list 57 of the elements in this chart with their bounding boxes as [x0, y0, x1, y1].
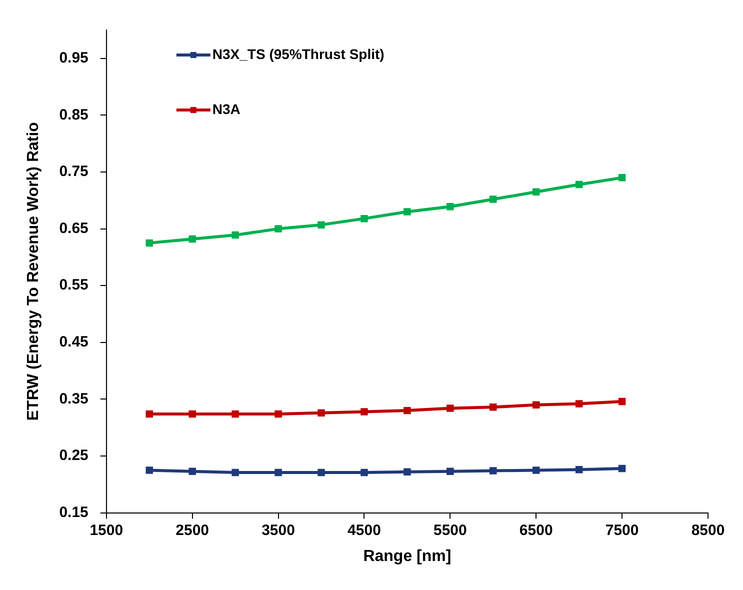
point [618, 464, 626, 472]
point [618, 398, 626, 406]
point [490, 196, 497, 203]
point [490, 467, 497, 474]
point [575, 466, 583, 474]
point [532, 188, 540, 196]
point [575, 400, 583, 408]
x-tick-label: 3500 [262, 522, 295, 539]
point [360, 468, 368, 476]
x-tick-label: 6500 [519, 522, 553, 539]
point [274, 225, 282, 232]
point [404, 406, 411, 414]
point [188, 468, 196, 475]
point [532, 466, 540, 474]
point [532, 401, 540, 408]
x-tick-label: 2500 [176, 522, 210, 539]
point [318, 221, 325, 228]
x-tick-label: 1500 [90, 522, 124, 539]
point [232, 410, 239, 418]
point [360, 408, 368, 416]
point [404, 468, 411, 476]
y-tick-label: 0.95 [59, 50, 88, 67]
point [188, 235, 196, 243]
y-tick-label: 0.35 [59, 390, 88, 408]
y-tick-label: 0.75 [59, 163, 88, 180]
point [232, 231, 239, 239]
legend-label: N3A [212, 100, 240, 117]
point [360, 214, 368, 222]
x-axis-title: Range [nm] [363, 548, 452, 565]
point [318, 468, 325, 476]
y-tick-label: 0.25 [59, 447, 88, 464]
point [146, 466, 153, 474]
y-axis-title: ETRW (Energy To Revenue Work) Ratio [25, 122, 42, 421]
point [575, 180, 583, 188]
point [274, 468, 282, 476]
point [146, 239, 153, 247]
point [446, 203, 454, 210]
y-tick-label: 0.15 [59, 504, 88, 521]
legend-label: N3X_TS (95%Thrust Split) [212, 46, 384, 62]
point [446, 404, 454, 412]
point [232, 468, 239, 476]
point [188, 410, 196, 418]
point [618, 174, 626, 182]
y-tick-label: 0.85 [59, 106, 88, 124]
y-tick-label: 0.45 [59, 334, 88, 351]
x-tick-label: 4500 [348, 522, 381, 539]
point [446, 468, 454, 475]
point [146, 410, 153, 418]
x-tick-label: 7500 [605, 522, 639, 539]
x-tick-label: 8500 [691, 522, 725, 539]
y-tick-label: 0.65 [59, 220, 88, 237]
point [274, 410, 282, 418]
point [490, 404, 497, 411]
point [404, 208, 411, 216]
point [318, 409, 325, 416]
x-tick-label: 5500 [433, 522, 467, 539]
y-tick-label: 0.55 [59, 276, 88, 294]
